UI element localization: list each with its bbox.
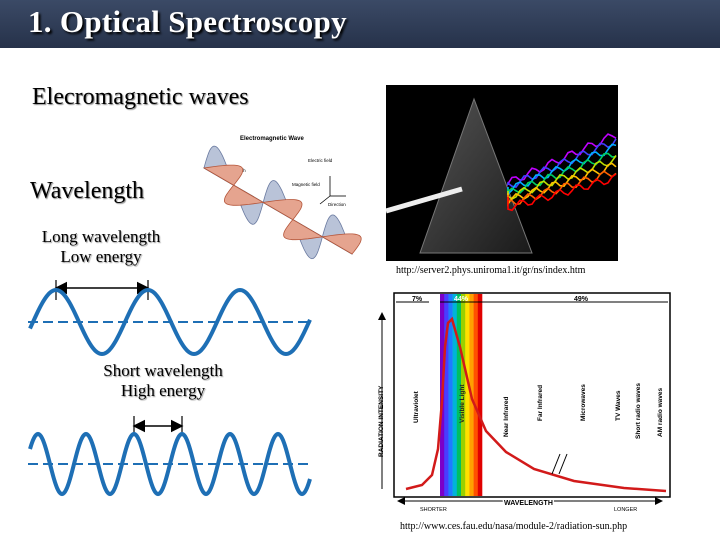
long-wavelength-text: Long wavelength	[41, 227, 161, 246]
spectrum-stripe	[444, 294, 449, 496]
spectrum-stripe	[456, 294, 462, 496]
slide-title: 1. Optical Spectroscopy	[28, 4, 347, 39]
em-diagram-title: Electromagnetic Wave	[240, 136, 304, 142]
spectrum-stripe	[452, 294, 458, 496]
light-ray	[507, 173, 617, 212]
spectrum-stripe	[448, 294, 453, 496]
x-axis-label: WAVELENGTH	[504, 500, 553, 507]
em-axes-icon	[319, 176, 346, 205]
solar-spectrum-chart: 7% 44% 49% RADIATION INTENSITY WAVELENGT…	[374, 289, 674, 515]
percent-ir: 49%	[574, 296, 589, 303]
high-energy-text: High energy	[120, 381, 206, 400]
short-wave-diagram	[28, 416, 312, 497]
band-label: Ultraviolet	[413, 390, 420, 423]
spectrum-stripe	[465, 294, 470, 496]
band-label: Far Infrared	[537, 385, 544, 421]
prism-shape	[419, 97, 533, 254]
y-axis-label: RADIATION INTENSITY	[378, 385, 385, 457]
spectrum-stripe	[473, 294, 479, 496]
prism-source-url: http://server2.phys.uniroma1.it/gr/ns/in…	[396, 265, 586, 276]
band-labels: Ultraviolet Visible Light Near Infrared Far…	[413, 383, 664, 439]
em-wave-diagram: Electromagnetic Wave Wavelength Electric…	[202, 136, 362, 260]
title-bar: 1. Optical Spectroscopy	[0, 0, 720, 48]
long-wavelength-label: Long wavelength Low energy	[28, 227, 174, 267]
em-diagram-magnetic: Magnetic field	[292, 182, 320, 187]
spectrum-stripe	[477, 294, 483, 496]
svg-text:WAVELENGTH: WAVELENGTH	[504, 500, 553, 507]
em-magnetic-wave	[202, 164, 362, 255]
spectrum-source-url: http://www.ces.fau.edu/nasa/module-2/rad…	[400, 521, 628, 532]
band-label: Near Infrared	[503, 397, 510, 437]
long-wave-diagram	[28, 280, 312, 357]
band-label: Microwaves	[580, 384, 587, 421]
band-label: TV Waves	[615, 390, 622, 421]
band-label: Visible Light	[459, 384, 466, 423]
white-light-beam	[386, 186, 463, 214]
shorter-label: SHORTER	[420, 507, 447, 513]
band-label: AM radio waves	[657, 387, 664, 437]
light-ray	[507, 143, 617, 196]
long-wave-curve	[28, 287, 312, 357]
low-energy-text: Low energy	[60, 247, 142, 266]
spectrum-stripe	[461, 294, 466, 496]
light-ray	[507, 138, 617, 188]
band-label: Short radio waves	[635, 383, 642, 439]
em-waves-heading: Elecromagnetic waves	[32, 84, 249, 110]
em-diagram-direction: Direction	[328, 202, 346, 207]
percent-visible: 44%	[454, 296, 469, 303]
axis-break-1	[551, 453, 561, 475]
short-wavelength-text: Short wavelength	[103, 361, 223, 380]
light-ray	[507, 162, 617, 207]
light-ray	[507, 155, 617, 201]
longer-label: LONGER	[614, 507, 637, 513]
intensity-curve	[405, 316, 667, 493]
percent-uv: 7%	[412, 296, 423, 303]
short-wave-curve	[28, 431, 312, 497]
em-diagram-electric: Electric field	[308, 158, 333, 163]
dispersed-rays	[507, 133, 617, 212]
axis-break-2	[558, 453, 568, 475]
prism-photo	[386, 85, 618, 261]
short-wavelength-label: Short wavelength High energy	[88, 361, 238, 401]
wavelength-heading: Wavelength	[30, 178, 145, 204]
